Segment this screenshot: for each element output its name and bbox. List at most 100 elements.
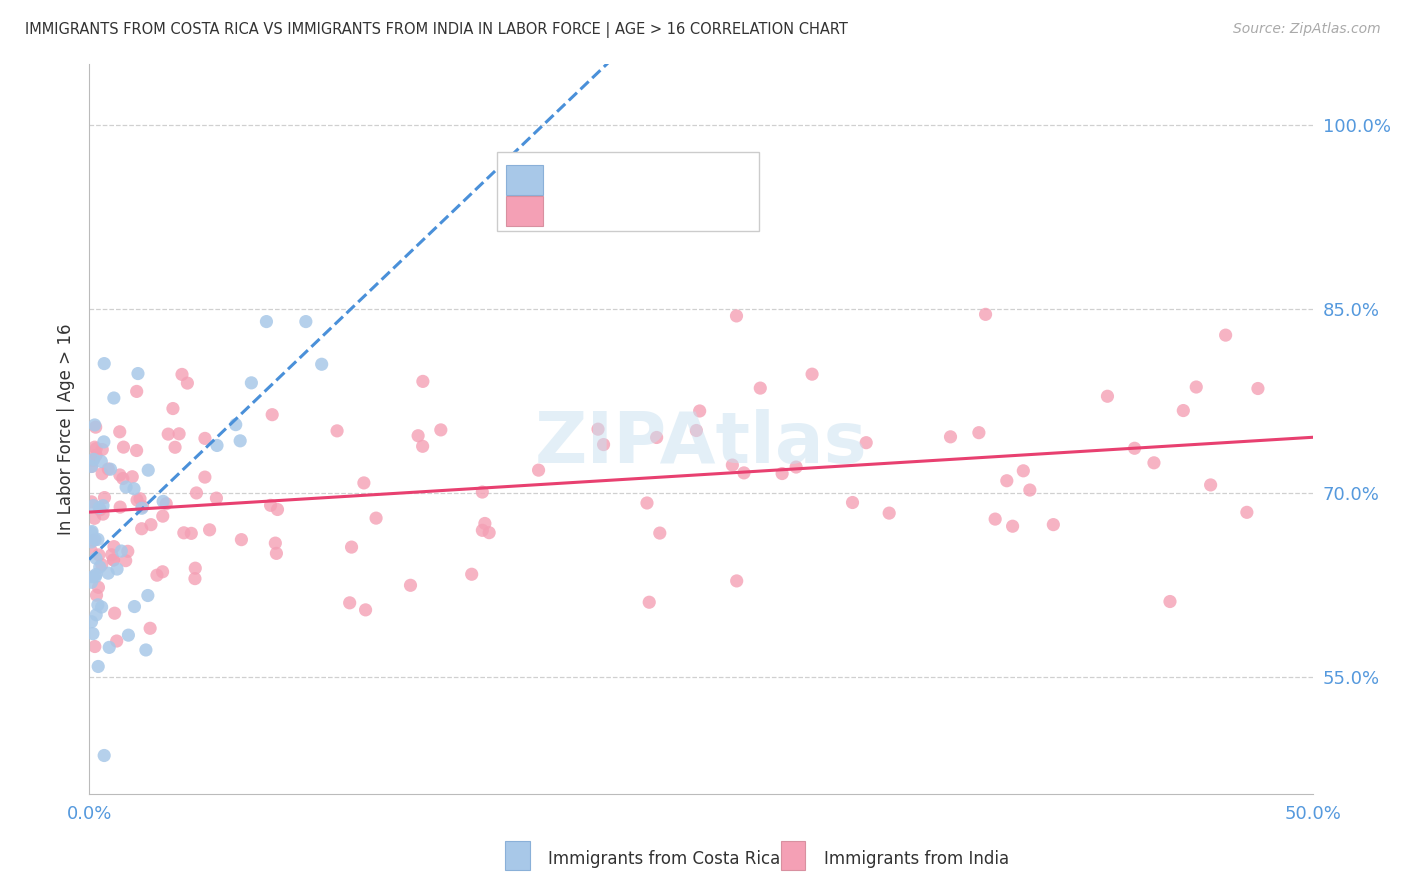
Point (855, 435, 877, 450)
Point (180, 526, 202, 541)
Point (146, 568, 169, 582)
Point (326, 424, 349, 438)
Point (1159, 594, 1181, 608)
Point (638, 595, 661, 609)
Point (1123, 442, 1146, 456)
Point (87, 548, 110, 562)
Point (995, 474, 1018, 488)
Point (877, 506, 900, 520)
Point (478, 525, 501, 540)
Point (1001, 519, 1024, 533)
Point (229, 434, 252, 448)
Point (1012, 464, 1035, 478)
Point (103, 540, 125, 554)
Point (136, 589, 159, 603)
Point (121, 469, 143, 483)
Text: Immigrants from Costa Rica: Immigrants from Costa Rica (548, 850, 780, 868)
Point (645, 430, 668, 444)
Point (82, 453, 104, 467)
Point (90, 600, 112, 615)
Point (111, 471, 134, 485)
Point (967, 425, 990, 440)
Point (125, 384, 148, 399)
Point (364, 511, 387, 525)
Point (84, 567, 107, 582)
Point (1143, 456, 1166, 470)
Point (262, 408, 284, 422)
Point (87, 580, 110, 594)
Point (527, 463, 550, 477)
Point (83, 440, 105, 454)
Point (636, 496, 658, 510)
Point (770, 467, 793, 481)
Point (110, 544, 132, 558)
Point (93, 491, 115, 505)
Point (399, 578, 422, 592)
Point (84, 607, 107, 622)
Point (108, 467, 131, 482)
Point (266, 502, 288, 516)
Point (82, 570, 104, 584)
Point (80, 575, 103, 590)
Point (471, 524, 494, 538)
Point (97, 462, 120, 476)
Point (685, 424, 707, 438)
Point (103, 553, 125, 567)
Point (83, 640, 105, 654)
Text: 123: 123 (673, 195, 710, 213)
Point (80, 615, 103, 629)
Point (100, 548, 122, 562)
Point (103, 553, 125, 567)
Point (254, 315, 277, 329)
Point (225, 417, 247, 432)
Point (83, 452, 105, 467)
Text: Immigrants from India: Immigrants from India (824, 850, 1008, 868)
Point (311, 357, 333, 371)
Point (162, 401, 184, 416)
Point (592, 437, 614, 451)
Point (136, 463, 159, 477)
Point (104, 606, 127, 620)
Point (89, 560, 111, 574)
Point (1097, 389, 1119, 403)
Point (412, 375, 434, 389)
Point (841, 495, 863, 509)
Text: ZIPAtlas: ZIPAtlas (534, 409, 868, 478)
Point (97, 566, 120, 581)
Point (430, 423, 453, 437)
Point (194, 431, 217, 445)
Point (155, 497, 177, 511)
Point (170, 368, 193, 382)
Point (139, 517, 162, 532)
Point (103, 391, 125, 405)
Point (725, 309, 748, 323)
Text: Source: ZipAtlas.com: Source: ZipAtlas.com (1233, 22, 1381, 37)
Point (80, 535, 103, 549)
Point (124, 599, 146, 614)
Point (80, 524, 103, 539)
Point (91, 442, 114, 457)
Point (139, 621, 162, 635)
Point (689, 404, 711, 418)
Text: R =   0.219   N = 123: R = 0.219 N = 123 (557, 195, 744, 213)
Point (108, 500, 131, 514)
Point (82, 626, 104, 640)
Point (586, 422, 609, 436)
Point (474, 516, 496, 531)
Point (231, 533, 253, 547)
Point (648, 526, 671, 541)
Point (84, 533, 107, 547)
Point (117, 544, 139, 558)
Point (135, 643, 157, 657)
Text: R =  0.208   N = 50: R = 0.208 N = 50 (557, 163, 727, 181)
Point (127, 493, 149, 508)
Point (80, 459, 103, 474)
Point (340, 540, 363, 554)
Point (87, 659, 110, 673)
Point (264, 536, 287, 550)
Point (84, 442, 107, 456)
Point (125, 443, 148, 458)
Point (1018, 483, 1040, 497)
Point (1042, 517, 1064, 532)
Point (725, 574, 748, 588)
